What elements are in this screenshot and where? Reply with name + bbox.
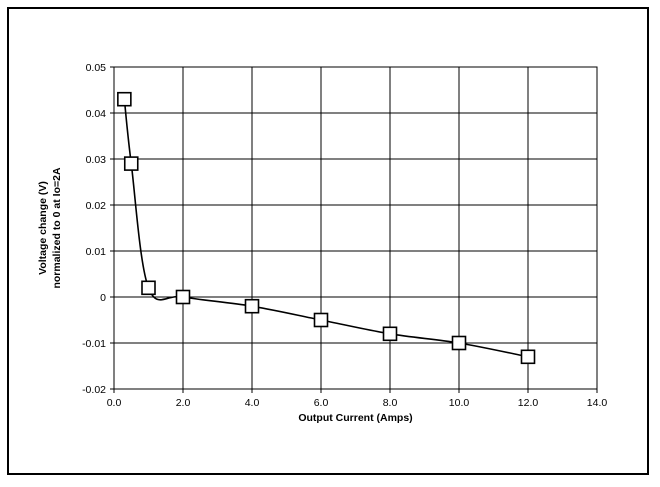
- y-axis-title-line-2: normalized to 0 at Io=2A: [51, 167, 63, 288]
- data-point-marker: [117, 91, 132, 107]
- x-tick-label: 14.0: [587, 397, 608, 409]
- data-point-marker: [123, 156, 139, 171]
- y-axis-title: Voltage change (V) normalized to 0 at Io…: [37, 167, 63, 288]
- x-tick-label: 12.0: [518, 397, 539, 409]
- data-point-marker: [451, 335, 467, 351]
- plot-area: [113, 66, 598, 390]
- x-axis-title: Output Current (Amps): [298, 412, 412, 424]
- y-tick-label: 0.04: [86, 108, 107, 120]
- data-point-marker: [244, 298, 260, 314]
- x-tick-label: 0.0: [107, 397, 122, 409]
- data-markers: [117, 91, 536, 365]
- data-point-marker: [382, 326, 398, 342]
- tick-labels: 0.0 2.0 4.0 6.0 8.0 10.0 12.0 14.0 -0.02 -0.01 0 0.…: [82, 62, 607, 409]
- x-tick-label: 10.0: [449, 397, 470, 409]
- data-point-marker: [175, 289, 191, 305]
- y-axis-title-line-1: Voltage change (V): [37, 181, 49, 275]
- x-tick-label: 2.0: [176, 397, 191, 409]
- y-tick-label: -0.02: [82, 384, 106, 396]
- data-point-marker: [313, 312, 329, 328]
- y-tick-label: 0.02: [86, 200, 107, 212]
- y-tick-label: 0.05: [86, 62, 107, 74]
- y-tick-label: 0.03: [86, 154, 107, 166]
- data-point-marker: [141, 280, 156, 296]
- x-tick-label: 6.0: [314, 397, 329, 409]
- data-point-marker: [520, 349, 536, 365]
- y-tick-label: 0: [100, 292, 106, 304]
- grid-lines: [114, 67, 597, 389]
- x-tick-label: 4.0: [245, 397, 260, 409]
- y-tick-label: 0.01: [86, 246, 107, 258]
- x-tick-label: 8.0: [383, 397, 398, 409]
- y-tick-label: -0.01: [82, 338, 106, 350]
